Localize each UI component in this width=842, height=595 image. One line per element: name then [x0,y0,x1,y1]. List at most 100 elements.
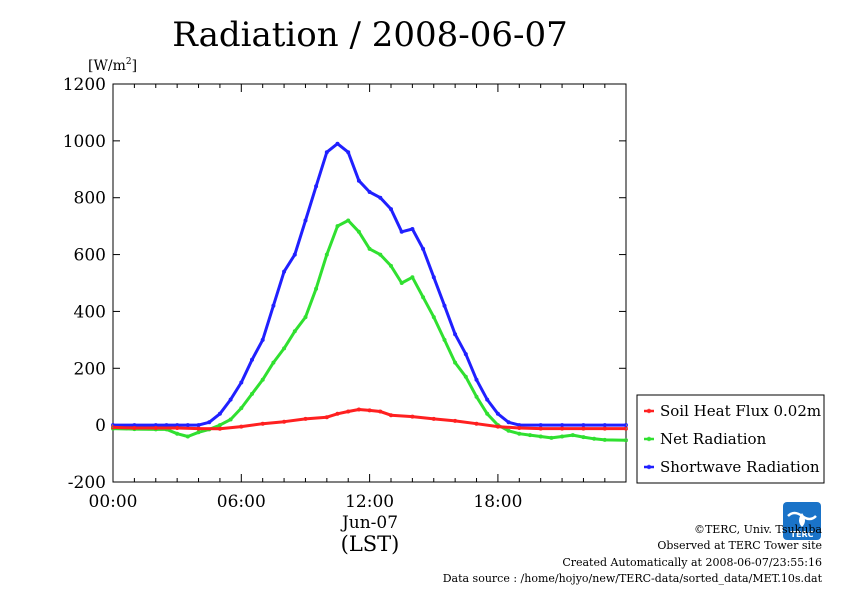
y-unit-sup: 2 [126,57,132,67]
series-0-point-14 [367,408,372,413]
series-1-point-43 [592,436,597,441]
series-0-point-15 [378,409,383,414]
series-0-point-19 [453,418,458,423]
series-0-point-8 [282,419,287,424]
series-1-point-37 [528,433,533,438]
logo-text: TERC [791,530,814,539]
x-axis: 00:00 06:00 12:00 18:00 [89,84,606,512]
series-2-point-32 [474,377,479,382]
series-1-point-22 [367,246,372,251]
series-1-point-18 [324,252,329,257]
series-2-point-20 [346,150,351,155]
y-tick-label-2: 200 [74,359,106,379]
series-1-point-38 [538,434,543,439]
series-1-point-23 [378,252,383,257]
y-axis-unit: [W/m2] [88,57,137,74]
series-1-point-10 [239,406,244,411]
credit-created: Created Automatically at 2008-06-07/23:5… [562,556,822,569]
series-2-point-7 [207,420,212,425]
series-0-point-18 [431,416,436,421]
series-0-point-21 [495,424,500,429]
series-0-point-27 [624,426,629,431]
y-tick-label-7: 1200 [63,75,106,95]
x-axis-label: (LST) [341,532,400,556]
series-2-point-17 [314,184,319,189]
series-line-2 [113,142,626,427]
series-0-point-6 [239,424,244,429]
series-2-point-9 [228,397,233,402]
series-0-point-22 [517,425,522,430]
legend-marker-1 [646,436,652,442]
series-2-point-34 [495,411,500,416]
x-tick-label-2: 12:00 [345,492,394,512]
series-2-point-35 [506,420,511,425]
credit-source: Data source : /home/hojyo/new/TERC-data/… [442,572,822,585]
series-0-point-17 [410,414,415,419]
series-2-point-19 [335,141,340,146]
y-tick-label-1: 0 [95,416,106,436]
plot-area [112,83,627,483]
y-tick-label-5: 800 [74,189,106,209]
series-1-point-16 [303,315,308,320]
series-0-point-10 [324,415,329,420]
y-tick-label-4: 600 [74,246,106,266]
terc-logo: TERC [783,502,821,540]
series-1-point-13 [271,360,276,365]
series-2-point-29 [442,303,447,308]
series-1-point-31 [463,374,468,379]
series-2-point-30 [453,332,458,337]
series-1-point-11 [249,391,254,396]
legend-marker-2 [646,464,652,470]
series-1-point-9 [228,417,233,422]
series-1-point-15 [292,329,297,334]
series-1-point-36 [517,431,522,436]
series-2-point-15 [292,252,297,257]
series-1-point-20 [346,218,351,223]
y-tick-label-6: 1000 [63,132,106,152]
series-0-point-4 [196,426,201,431]
logo-drop [799,513,805,527]
series-1-point-21 [356,229,361,234]
series-1-point-41 [570,433,575,438]
series-0-point-12 [346,409,351,414]
y-axis: -200 0 200 400 600 800 1000 1200 [63,75,626,493]
series-1-point-40 [560,434,565,439]
legend-label-0: Soil Heat Flux 0.02m [660,402,821,420]
x-tick-label-0: 00:00 [89,492,138,512]
series-2-point-12 [260,337,265,342]
series-1-point-32 [474,394,479,399]
credit-site: Observed at TERC Tower site [657,539,822,552]
series-1-point-17 [314,286,319,291]
series-0-point-3 [175,425,180,430]
series-2-point-28 [431,275,436,280]
legend-label-1: Net Radiation [660,430,767,448]
series-2-point-25 [399,229,404,234]
series-0-point-0 [111,425,116,430]
series-2-point-8 [217,411,222,416]
y-unit-prefix: [W/m [88,58,126,74]
y-tick-label-0: -200 [68,473,106,493]
series-1-point-44 [602,437,607,442]
series-1-point-14 [282,346,287,351]
series-0-point-5 [217,426,222,431]
series-2-point-14 [282,269,287,274]
legend-box [636,394,825,484]
series-1-point-12 [260,377,265,382]
series-1-point-25 [399,280,404,285]
series-0-point-2 [153,425,158,430]
series-1-point-5 [185,434,190,439]
legend-label-2: Shortwave Radiation [660,458,820,476]
credit-org: ©TERC, Univ. Tsukuba [693,523,822,536]
series-0-point-24 [560,426,565,431]
series-1-point-6 [196,430,201,435]
series-0-point-7 [260,421,265,426]
x-tick-label-3: 18:00 [473,492,522,512]
series-0-point-1 [132,425,137,430]
series-1-point-42 [581,435,586,440]
series-1-point-45 [624,438,629,443]
series-2-point-24 [388,207,393,212]
series-1-point-26 [410,275,415,280]
series-2-point-26 [410,226,415,231]
series-1-point-35 [506,428,511,433]
